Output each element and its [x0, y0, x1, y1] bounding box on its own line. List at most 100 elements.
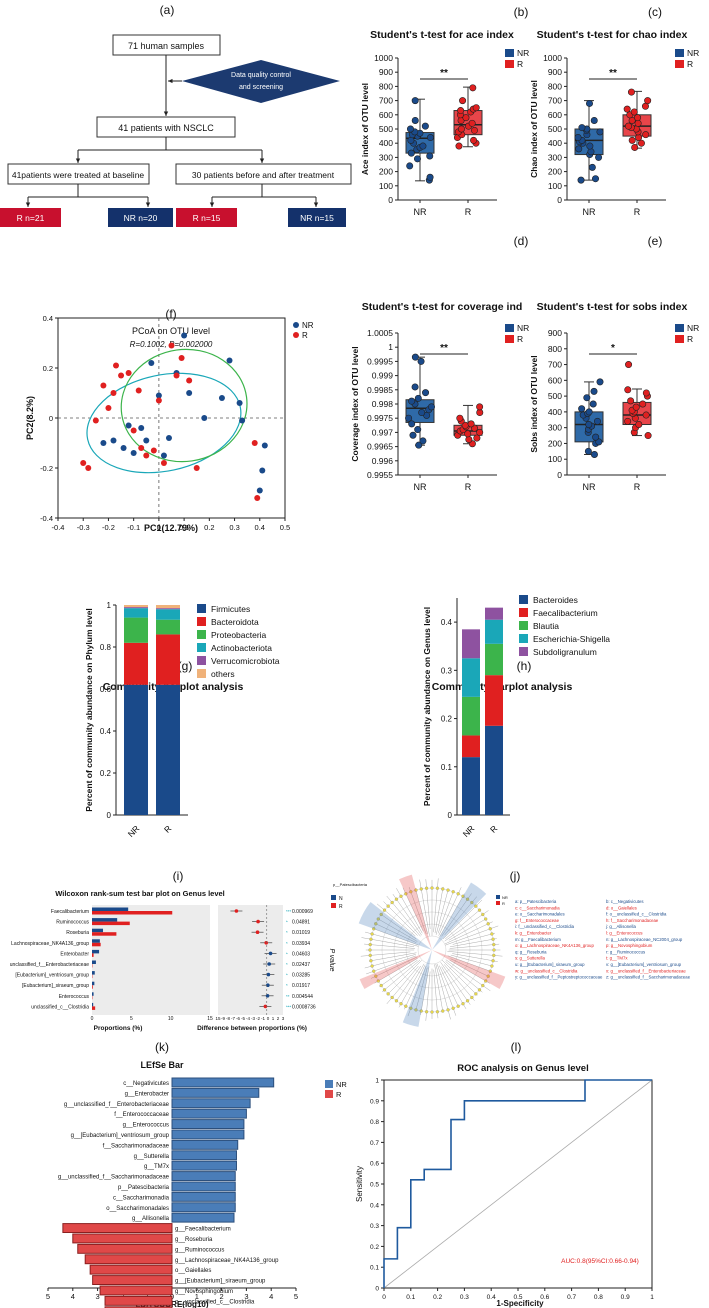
cladogram-node — [372, 969, 376, 973]
y-tick-label: 500 — [548, 391, 562, 401]
y-axis-label: Ace index of OTU level — [360, 83, 370, 175]
cladogram-node — [368, 948, 372, 952]
confidence-ellipse-nr — [120, 348, 248, 463]
genus-label: Enterobacter — [60, 951, 89, 957]
data-point-r — [476, 403, 484, 411]
data-point-r — [635, 421, 643, 429]
data-point-nr — [584, 447, 592, 455]
x-tick-label: R — [634, 207, 641, 217]
stack-segment — [124, 607, 148, 609]
scatter-point-nr — [256, 487, 263, 494]
scatter-point-r — [85, 465, 92, 471]
cladogram-legend-entry: c: c__Saccharimonadia — [515, 905, 560, 910]
legend-label: Blautia — [533, 621, 559, 631]
y-tick-label: 0.8 — [100, 643, 112, 652]
y-tick-label: 0 — [557, 470, 562, 480]
x-tick-label: 15 — [207, 1016, 213, 1022]
cladogram-branch — [435, 889, 449, 935]
x-tick-label: 0.6 — [540, 1294, 549, 1301]
y-tick-label: 0.4 — [370, 1202, 379, 1209]
cladogram-node — [369, 937, 373, 941]
cladogram-node — [490, 932, 494, 936]
y-tick-label: 800 — [548, 344, 562, 354]
panel-letter: (h) — [517, 659, 532, 673]
y-tick-label: 0.2 — [441, 715, 453, 724]
cladogram-legend-entry: f: o__unclassified_c__Clostridia — [606, 912, 667, 917]
data-point-r — [630, 108, 638, 116]
cladogram-branch — [415, 967, 428, 1011]
legend-label: Faecalibacterium — [533, 608, 598, 618]
data-point-nr — [585, 408, 593, 416]
legend-label: NR — [687, 323, 699, 333]
legend-swatch — [519, 608, 528, 617]
x-tick-label: 15 — [215, 1016, 221, 1021]
y-tick-label: 0.9955 — [367, 470, 393, 480]
cladogram-node — [481, 912, 485, 917]
stack-segment — [156, 608, 180, 610]
data-point-nr — [590, 450, 598, 458]
stack-segment — [462, 735, 480, 758]
p-value: 0.01019 — [292, 930, 310, 936]
y-tick-label: 0 — [448, 811, 453, 820]
cladogram-node — [394, 999, 399, 1003]
cladogram-branch — [434, 886, 444, 934]
significance-stars: * — [286, 973, 288, 978]
cladogram-branch — [370, 956, 418, 979]
legend-label: Escherichia-Shigella — [533, 634, 610, 644]
scatter-point-nr — [259, 467, 266, 474]
cladogram-branch — [374, 958, 418, 984]
cladogram-branch — [372, 928, 419, 946]
cladogram-branch — [373, 922, 417, 943]
lda-bar-r — [104, 1295, 173, 1306]
x-tick-label: 0 — [91, 1016, 94, 1022]
data-point-nr — [426, 173, 434, 181]
cladogram-node — [491, 937, 495, 941]
stack-segment — [485, 675, 503, 726]
y-tick-label: 600 — [548, 110, 562, 120]
difference-point — [266, 972, 271, 977]
data-point-nr — [586, 142, 594, 150]
scatter-point-r — [125, 370, 132, 376]
cladogram-node — [492, 953, 496, 958]
cladogram-node — [456, 1004, 460, 1008]
legend-marker — [293, 332, 299, 338]
cladogram-node — [394, 897, 399, 901]
legend-swatch — [505, 324, 514, 332]
significance-stars: ** — [440, 68, 448, 79]
cladogram-branch — [392, 893, 422, 936]
proportion-bar-n — [92, 918, 118, 922]
data-point-nr — [427, 403, 435, 411]
cladogram-highlight — [432, 950, 506, 989]
x-tick-label: 0.2 — [204, 523, 214, 532]
cladogram-node — [419, 1009, 423, 1013]
x-tick-label: 5 — [46, 1292, 50, 1301]
x-tick-label: 0.4 — [255, 523, 265, 532]
cladogram-node — [404, 892, 408, 896]
scatter-point-nr — [155, 392, 162, 399]
scatter-point-r — [193, 465, 200, 471]
stack-segment — [124, 605, 148, 608]
proportion-bar-n — [92, 907, 129, 911]
data-point-nr — [590, 387, 598, 395]
x-tick-label: 10 — [168, 1016, 174, 1022]
stack-segment — [124, 642, 148, 685]
panel-letter: (d) — [514, 234, 529, 248]
data-point-nr — [578, 405, 586, 413]
legend-swatch — [519, 595, 528, 604]
legend-label: Firmicutes — [211, 604, 250, 614]
cladogram-branch — [404, 964, 426, 1010]
y-tick-label: 600 — [548, 375, 562, 385]
data-point-nr — [419, 437, 427, 445]
data-point-r — [456, 414, 464, 422]
x-tick-label: 0.5 — [513, 1294, 522, 1301]
panel-letter: (c) — [648, 5, 662, 19]
proportion-bar-n — [92, 949, 100, 954]
x-tick-label: 0 — [267, 1016, 270, 1021]
y-tick-label: 1 — [388, 342, 393, 352]
data-point-nr — [593, 417, 601, 425]
cladogram-legend-entry: o: g__Lachnospiraceae_NK4A136_group — [515, 943, 594, 948]
significance-stars: * — [611, 343, 615, 354]
legend-swatch — [675, 60, 684, 68]
legend-label: NR — [502, 895, 508, 900]
